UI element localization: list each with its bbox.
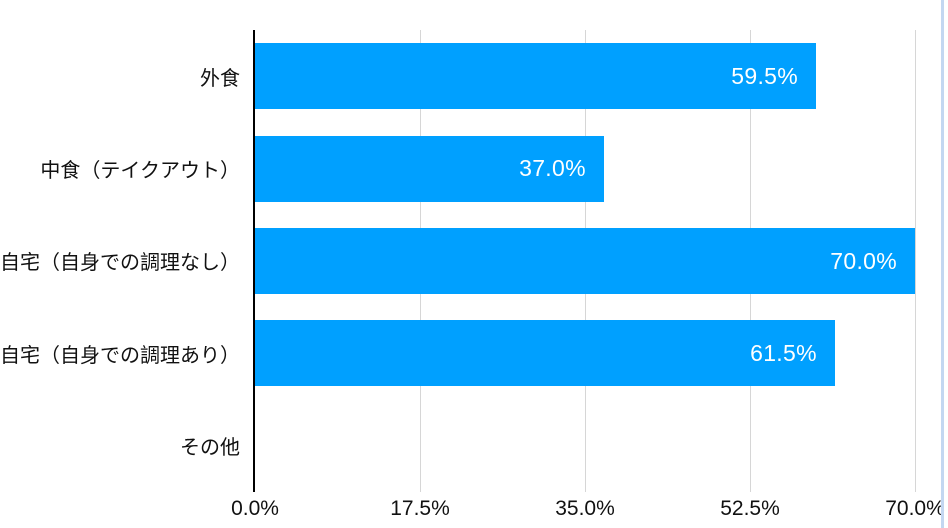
category-label: 自宅（自身での調理あり） — [0, 344, 240, 367]
bar: 61.5% — [255, 320, 835, 387]
y-axis-line — [253, 30, 255, 492]
plot-area: 59.5% 37.0% 70.0% 61.5% — [253, 30, 916, 492]
bar-value-label: 61.5% — [750, 339, 817, 366]
x-tick-label: 35.0% — [555, 497, 615, 520]
bar: 59.5% — [255, 43, 816, 110]
x-tick-label: 70.0% — [885, 497, 945, 520]
x-tick-label: 17.5% — [390, 497, 450, 520]
category-label: 中食（テイクアウト） — [40, 160, 240, 183]
category-label: 自宅（自身での調理なし） — [0, 252, 240, 275]
category-label: その他 — [180, 437, 240, 460]
category-label: 外食 — [200, 67, 240, 90]
bar: 37.0% — [255, 135, 604, 202]
bar-value-label: 59.5% — [731, 62, 798, 89]
bar-value-label: 37.0% — [519, 155, 586, 182]
window-edge-line — [941, 0, 944, 528]
x-tick-label: 52.5% — [720, 497, 780, 520]
x-tick-label: 0.0% — [231, 497, 279, 520]
bar-value-label: 70.0% — [830, 247, 897, 274]
vertical-gridline — [914, 30, 916, 492]
bar: 70.0% — [255, 228, 915, 294]
